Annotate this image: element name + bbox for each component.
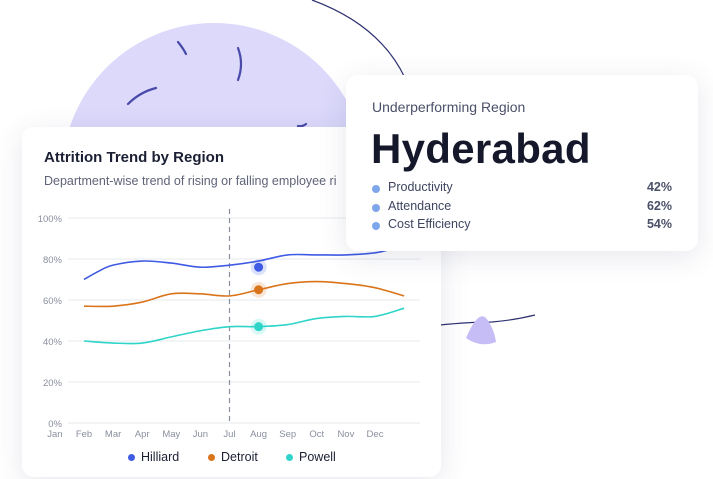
chart-title: Attrition Trend by Region (44, 149, 224, 166)
bullet-icon (372, 222, 380, 230)
legend-dot (128, 453, 135, 461)
legend-dot (208, 453, 215, 461)
blob-decoration (466, 316, 496, 345)
metric-value: 62% (646, 199, 672, 213)
legend-label: Detroit (221, 450, 258, 464)
metric-productivity: Productivity 42% (372, 180, 672, 198)
squiggle-decoration (296, 122, 308, 128)
region-name: Hyderabad (371, 125, 591, 172)
squiggle-decoration (236, 46, 243, 82)
y-tick-label: 60% (43, 296, 63, 307)
x-tick-label: Nov (337, 429, 354, 440)
x-tick-label: Jul (223, 429, 235, 440)
squiggle-decoration (176, 40, 188, 56)
metric-label: Cost Efficiency (388, 217, 471, 231)
legend-item-powell: Powell (286, 450, 336, 464)
legend-label: Hilliard (141, 450, 180, 464)
marker-point-powell (254, 322, 264, 332)
legend-label: Powell (299, 450, 336, 464)
metric-label: Productivity (388, 180, 453, 194)
series-line-hilliard (83, 247, 393, 281)
x-tick-label: Dec (367, 429, 384, 440)
x-tick-label: May (162, 429, 180, 440)
y-tick-label: 80% (43, 255, 63, 266)
legend-dot (286, 453, 293, 461)
series-line-detroit (83, 280, 405, 308)
bullet-icon (372, 185, 380, 193)
wave-line-decoration (439, 314, 536, 326)
squiggle-decoration (126, 86, 158, 106)
x-tick-label: Feb (76, 429, 92, 440)
legend-item-detroit: Detroit (208, 450, 258, 464)
legend-item-hilliard: Hilliard (128, 450, 179, 464)
series-line-powell (83, 307, 405, 345)
metric-label: Attendance (388, 199, 452, 213)
y-tick-label: 20% (43, 378, 63, 389)
y-tick-label: 0% (48, 419, 62, 430)
x-tick-label: Aug (250, 429, 267, 440)
x-tick-label: Mar (105, 429, 121, 440)
metric-cost-efficiency: Cost Efficiency 54% (372, 217, 672, 235)
x-tick-label: Oct (309, 429, 324, 440)
x-tick-label: Sep (279, 429, 296, 440)
x-tick-label: Jun (193, 429, 208, 440)
bullet-icon (372, 204, 380, 212)
y-tick-label: 100% (38, 214, 63, 225)
underperforming-region-card: Underperforming Region Hyderabad Product… (346, 75, 698, 251)
y-tick-label: 40% (43, 337, 63, 348)
card-label: Underperforming Region (372, 99, 526, 115)
chart-subtitle: Department-wise trend of rising or falli… (44, 174, 337, 188)
x-tick-label: Jan (47, 429, 62, 440)
metric-attendance: Attendance 62% (372, 199, 672, 217)
x-tick-label: Apr (135, 429, 150, 440)
metric-value: 54% (646, 217, 672, 231)
marker-point-hilliard (254, 262, 264, 272)
metric-value: 42% (646, 180, 672, 194)
arc-line-decoration (311, 0, 406, 79)
marker-point-detroit (254, 285, 264, 295)
